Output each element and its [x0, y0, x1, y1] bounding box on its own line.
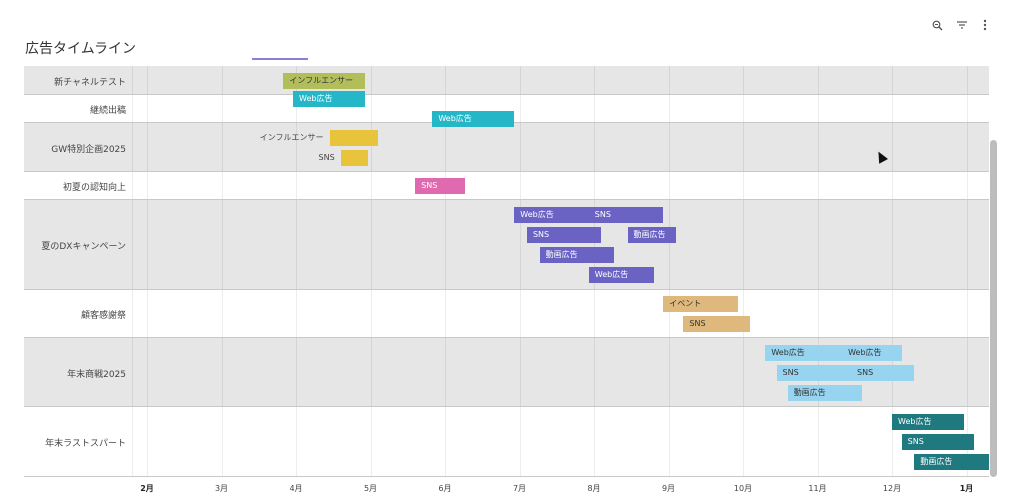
axis-tick-label: 6月 — [438, 484, 452, 493]
axis-tick-label: 3月 — [214, 484, 229, 493]
row-divider — [24, 476, 989, 477]
more-vert-icon[interactable] — [976, 16, 994, 34]
timeline-bar[interactable] — [329, 129, 378, 146]
row-divider — [24, 289, 989, 290]
timeline-bar[interactable]: 動画広告 — [539, 247, 615, 263]
bar-label: SNS — [318, 152, 335, 162]
timeline-row — [24, 407, 989, 477]
axis-tick-label: 7月 — [512, 484, 527, 493]
gridline — [966, 66, 968, 477]
row-label: 年末商戦2025 — [67, 369, 126, 380]
timeline-bar[interactable]: Web広告 — [432, 111, 515, 127]
zoom-icon[interactable] — [928, 16, 946, 34]
axis-tick-label: 12月 — [882, 484, 902, 493]
gridline — [817, 66, 819, 477]
axis-tick-label: 9月 — [661, 484, 676, 493]
axis-tick-label: 1月 — [959, 484, 974, 493]
timeline-row — [24, 172, 989, 200]
row-divider — [24, 337, 989, 338]
timeline-bar[interactable]: Web広告 — [588, 267, 654, 283]
axis-tick-label: 11月 — [808, 484, 827, 493]
timeline-bar[interactable]: Web広告 — [293, 91, 366, 107]
row-label: 夏のDXキャンペーン — [41, 242, 126, 252]
timeline-bar[interactable]: 動画広告 — [627, 227, 676, 243]
timeline-bar[interactable]: 動画広告 — [787, 384, 863, 401]
timeline-bar[interactable]: イベント — [663, 296, 738, 312]
axis-tick-label: 8月 — [587, 484, 601, 493]
chart-title: 広告タイムライン — [25, 41, 137, 57]
timeline-bar[interactable]: SNS — [776, 364, 915, 381]
row-divider — [24, 199, 989, 200]
row-divider — [24, 406, 989, 407]
bar-inner-label: SNS — [857, 367, 874, 377]
gridline — [892, 66, 893, 477]
bar-inner-label: SNS — [594, 210, 611, 219]
row-label: 新チャネルテスト — [54, 77, 126, 88]
timeline-bar[interactable]: Web広告 — [892, 414, 965, 430]
timeline-row — [24, 123, 989, 172]
row-label: 初夏の認知向上 — [62, 183, 126, 193]
axis-tick-label: 4月 — [289, 484, 303, 493]
timeline-chart: 新チャネルテスト インフルエンサー 継続出稿 Web広告 Web広告 GW特別企画2025… — [24, 66, 989, 477]
bar-label: インフルエンサー — [259, 132, 324, 142]
timeline-row — [24, 290, 989, 338]
row-divider — [24, 94, 989, 95]
label-divider — [132, 66, 133, 477]
timeline-bar[interactable]: SNS — [415, 178, 466, 194]
timeline-bar[interactable]: 動画広告 — [914, 454, 989, 470]
timeline-bar[interactable]: インフルエンサー — [283, 72, 366, 89]
gridline — [296, 66, 297, 477]
timeline-bar[interactable]: Web広告 — [765, 344, 902, 361]
gridline — [445, 66, 446, 477]
gridline — [743, 66, 744, 477]
gridline — [147, 66, 148, 477]
axis-tick-label: 5月 — [363, 484, 378, 493]
filter-icon[interactable] — [953, 16, 971, 34]
gridline — [221, 66, 223, 477]
timeline-bar[interactable] — [340, 149, 369, 166]
timeline-bar[interactable]: SNS — [683, 316, 751, 332]
timeline-row — [24, 200, 989, 290]
timeline-row — [24, 66, 989, 95]
axis-tick-label: 10月 — [733, 484, 753, 493]
gridline — [668, 66, 670, 477]
gridline — [370, 66, 372, 477]
gridline — [519, 66, 521, 477]
row-label: GW特別企画2025 — [51, 144, 126, 155]
axis-tick-label: 2月 — [140, 484, 154, 493]
vertical-scrollbar[interactable] — [990, 140, 997, 477]
row-label: 継続出稿 — [89, 106, 126, 116]
bar-inner-label: Web広告 — [848, 347, 882, 357]
row-divider — [24, 171, 989, 172]
row-label: 顧客感謝祭 — [80, 311, 126, 321]
timeline-bar[interactable]: Web広告 — [514, 207, 664, 223]
timeline-bar[interactable]: SNS — [901, 434, 974, 450]
timeline-bar[interactable]: SNS — [526, 227, 602, 243]
x-axis: 2月 3月 4月 5月 6月 7月 8月 9月 10月 11月 12月 1月 — [24, 477, 989, 497]
row-label: 年末ラストスパート — [45, 439, 126, 449]
scroll-indicator — [252, 58, 308, 60]
